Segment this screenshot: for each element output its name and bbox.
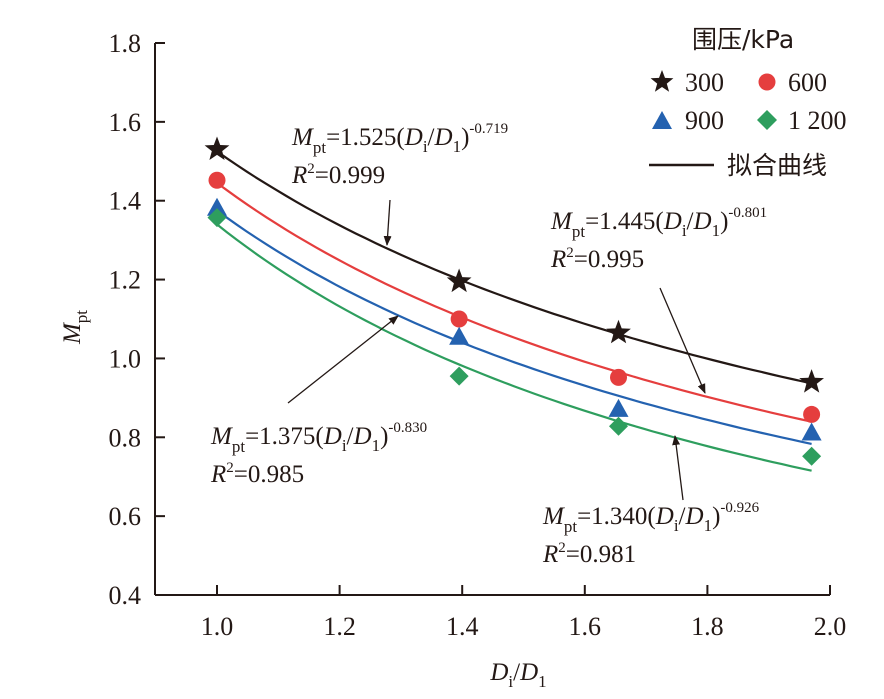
legend-label-1200: 1 200 bbox=[788, 106, 847, 135]
y-tick-label: 1.8 bbox=[109, 29, 142, 58]
fit-curve-1200 bbox=[216, 223, 812, 472]
y-tick-label: 1.2 bbox=[109, 266, 142, 295]
fit-curve-300 bbox=[216, 150, 812, 385]
y-tick-label: 0.6 bbox=[109, 502, 142, 531]
legend-marker-300 bbox=[650, 70, 674, 92]
data-point-600 bbox=[208, 171, 226, 189]
data-point-600 bbox=[803, 405, 821, 423]
annotation-900-equation: Mpt=1.375(Di/D1)-0.830 bbox=[210, 420, 427, 456]
data-point-300 bbox=[204, 136, 230, 160]
legend-marker-900 bbox=[652, 111, 672, 129]
data-markers bbox=[204, 136, 824, 466]
fit-curve-900 bbox=[216, 209, 812, 445]
data-point-300 bbox=[606, 319, 631, 344]
data-point-1200 bbox=[449, 366, 469, 386]
annotation-600-r2: R2=0.995 bbox=[550, 245, 644, 273]
data-point-1200 bbox=[802, 446, 822, 466]
data-point-300 bbox=[446, 268, 472, 293]
y-tick-label: 1.4 bbox=[109, 187, 142, 216]
axes: 0.4 0.6 0.8 1.0 1.2 1.4 1.6 1.8 1.0 1.2 1.4 1.6 1.8 2… bbox=[59, 29, 846, 691]
annotations: Mpt=1.525(Di/D1)-0.719 R2=0.999 Mpt=1.445(… bbox=[210, 121, 767, 568]
annotation-300-equation: Mpt=1.525(Di/D1)-0.719 bbox=[291, 121, 508, 157]
data-point-900 bbox=[449, 326, 470, 345]
x-tick-label: 1.6 bbox=[569, 612, 602, 641]
annotation-1200-r2: R2=0.981 bbox=[542, 540, 636, 568]
annotation-300-r2: R2=0.999 bbox=[291, 161, 385, 189]
arrow-600 bbox=[659, 287, 706, 394]
fit-curve-600 bbox=[216, 182, 812, 423]
x-tick-label: 1.8 bbox=[691, 612, 724, 641]
legend-title: 围压/kPa bbox=[692, 25, 794, 54]
y-tick-label: 1.6 bbox=[109, 108, 142, 137]
x-tick-label: 1.2 bbox=[323, 612, 356, 641]
legend-label-900: 900 bbox=[685, 106, 724, 135]
legend: 围压/kPa 300 600 900 1 200 拟合曲线 bbox=[649, 25, 847, 180]
legend-label-600: 600 bbox=[788, 68, 827, 97]
x-axis-label: Di/D1 bbox=[489, 659, 546, 691]
data-point-900 bbox=[801, 422, 822, 441]
y-tick-label: 0.8 bbox=[109, 423, 142, 452]
data-point-600 bbox=[450, 310, 468, 328]
legend-marker-600 bbox=[758, 73, 776, 91]
y-tick-label: 1.0 bbox=[109, 344, 142, 373]
arrow-1200 bbox=[672, 435, 684, 501]
arrow-900 bbox=[287, 315, 399, 404]
data-point-900 bbox=[608, 398, 629, 417]
legend-label-fit: 拟合曲线 bbox=[727, 151, 827, 180]
annotation-600-equation: Mpt=1.445(Di/D1)-0.801 bbox=[550, 205, 767, 241]
data-point-300 bbox=[799, 369, 824, 393]
legend-label-300: 300 bbox=[685, 68, 724, 97]
data-point-1200 bbox=[207, 208, 227, 228]
data-point-1200 bbox=[609, 416, 629, 436]
x-tick-label: 1.4 bbox=[446, 612, 479, 641]
x-tick-label: 2.0 bbox=[814, 612, 847, 641]
fit-curves bbox=[216, 150, 812, 472]
legend-marker-1200 bbox=[757, 110, 777, 130]
arrow-300 bbox=[383, 199, 392, 246]
annotation-1200-equation: Mpt=1.340(Di/D1)-0.926 bbox=[542, 500, 760, 536]
annotation-900-r2: R2=0.985 bbox=[210, 460, 304, 488]
data-point-900 bbox=[207, 197, 227, 216]
data-point-600 bbox=[610, 368, 628, 386]
y-axis-label: Mpt bbox=[59, 310, 91, 345]
x-tick-label: 1.0 bbox=[201, 612, 234, 641]
y-tick-label: 0.4 bbox=[109, 581, 142, 610]
